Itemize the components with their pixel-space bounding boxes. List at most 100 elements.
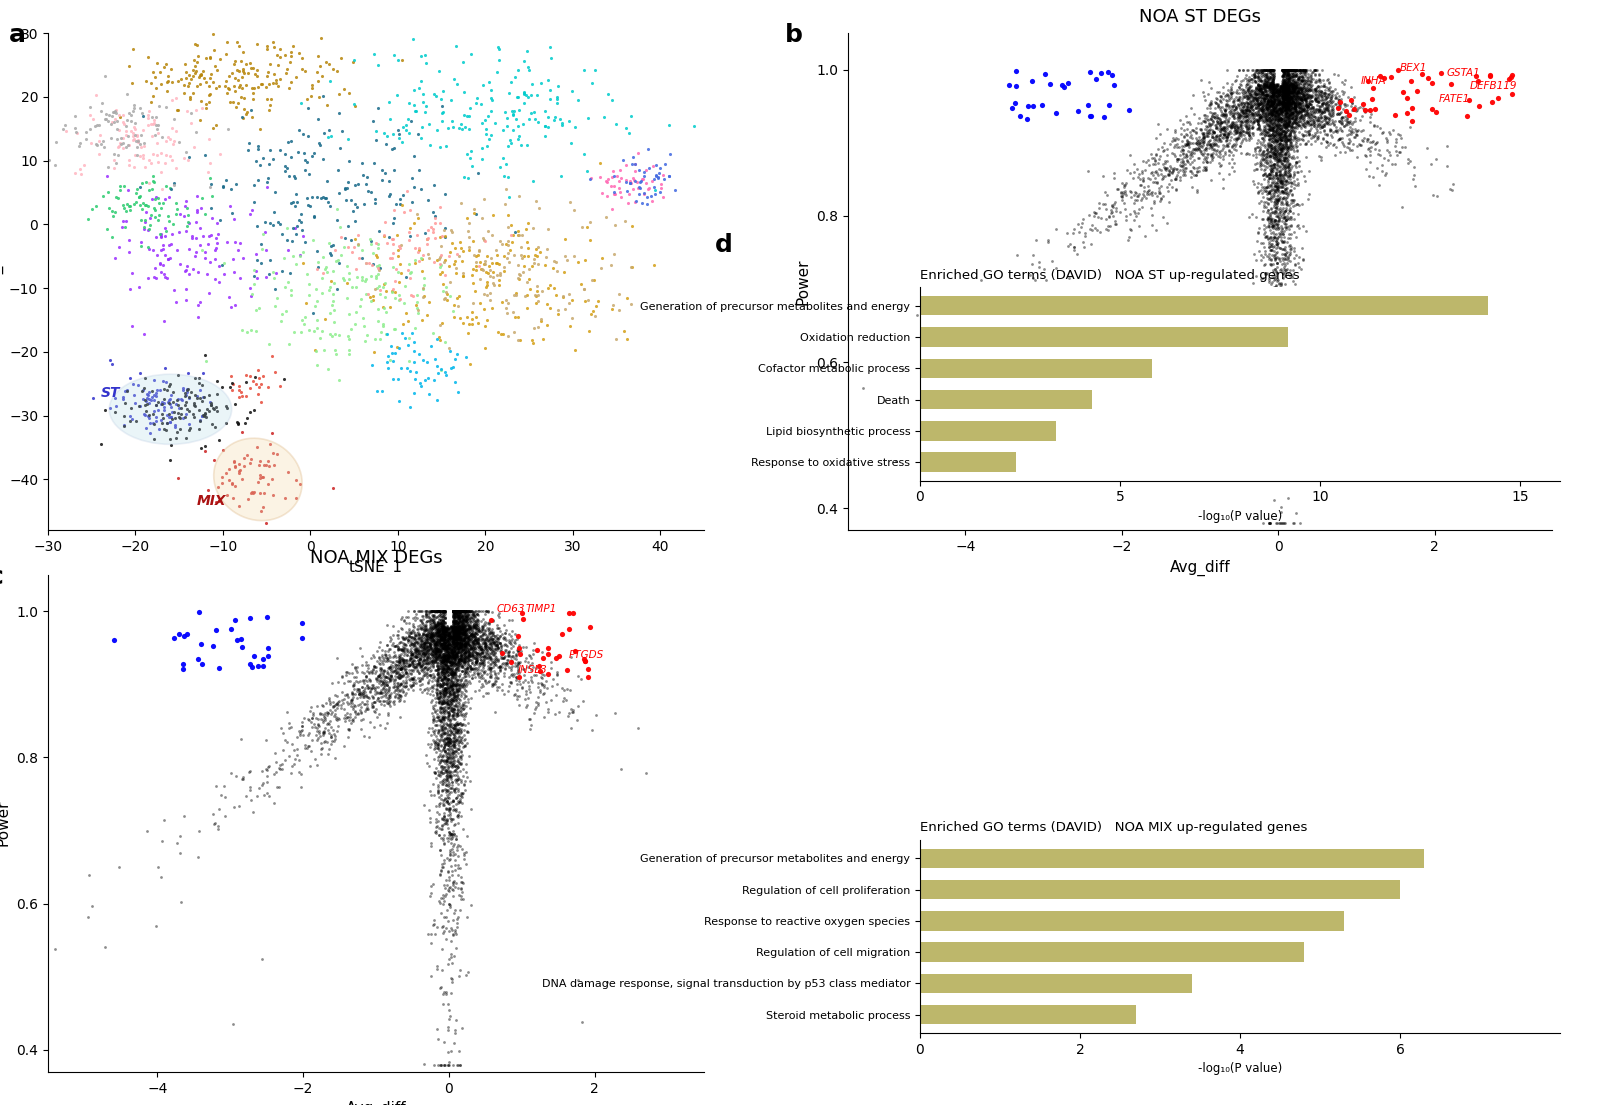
Point xyxy=(1275,175,1301,192)
Point xyxy=(1251,61,1277,78)
Point xyxy=(1221,106,1246,124)
Point xyxy=(1277,181,1302,199)
Point xyxy=(434,768,459,786)
Point xyxy=(422,638,448,655)
Point xyxy=(1222,118,1248,136)
Point xyxy=(376,172,402,190)
Point xyxy=(1261,124,1286,141)
Point xyxy=(438,630,464,648)
Point xyxy=(446,636,472,654)
Point xyxy=(445,624,470,642)
Point xyxy=(445,625,470,643)
Point xyxy=(414,680,440,697)
Point xyxy=(294,98,320,116)
Point xyxy=(1301,80,1326,97)
Point xyxy=(237,206,262,223)
Point xyxy=(1434,388,1459,406)
Point xyxy=(450,650,475,667)
Point xyxy=(429,725,454,743)
Point xyxy=(422,652,448,670)
Point xyxy=(426,648,451,665)
Point xyxy=(1259,78,1285,96)
Point xyxy=(374,676,400,694)
Point xyxy=(274,231,299,249)
Point xyxy=(1170,141,1195,159)
Point xyxy=(1264,131,1290,149)
Point xyxy=(419,634,445,652)
Point xyxy=(434,751,459,769)
Point xyxy=(254,241,280,259)
Point xyxy=(1278,75,1304,93)
Point xyxy=(304,292,330,309)
Point xyxy=(1280,83,1306,101)
Point xyxy=(1184,162,1210,180)
Point xyxy=(1277,358,1302,376)
Point xyxy=(1298,76,1323,94)
Point xyxy=(374,714,400,732)
Point xyxy=(418,338,443,356)
Point xyxy=(446,727,472,745)
Point xyxy=(110,139,136,157)
Point xyxy=(438,656,464,674)
Point xyxy=(386,370,411,388)
Point xyxy=(430,855,456,873)
Point xyxy=(1258,109,1283,127)
Point xyxy=(445,814,470,832)
Point xyxy=(1256,209,1282,227)
Point xyxy=(1270,98,1296,116)
Point xyxy=(435,285,461,303)
Point xyxy=(430,683,456,701)
Point xyxy=(427,693,453,711)
Point xyxy=(1275,91,1301,108)
Point xyxy=(1251,311,1277,328)
Point xyxy=(462,632,488,650)
Point xyxy=(1352,146,1378,164)
Point xyxy=(1210,119,1235,137)
Point xyxy=(440,822,466,840)
Point xyxy=(1253,319,1278,337)
Point xyxy=(426,660,451,677)
Point xyxy=(1269,128,1294,146)
Point xyxy=(1219,137,1245,155)
Point xyxy=(1251,74,1277,92)
Point xyxy=(1270,112,1296,129)
Point xyxy=(443,665,469,683)
Point xyxy=(1259,138,1285,156)
Point xyxy=(378,686,403,704)
Point xyxy=(1309,117,1334,135)
Point xyxy=(1261,101,1286,118)
Point xyxy=(1285,80,1310,97)
Point xyxy=(418,640,443,657)
Point xyxy=(440,1055,466,1073)
Point xyxy=(458,638,483,655)
Point xyxy=(1277,61,1302,78)
Point xyxy=(414,654,440,672)
Point xyxy=(210,441,235,459)
Point xyxy=(430,659,456,676)
Point xyxy=(461,635,486,653)
Point xyxy=(443,1011,469,1029)
Point xyxy=(390,653,416,671)
Point xyxy=(1267,80,1293,97)
Point xyxy=(104,154,130,171)
Point xyxy=(334,217,360,234)
Point xyxy=(1290,77,1315,95)
Point xyxy=(389,197,414,214)
Point xyxy=(432,628,458,645)
Point xyxy=(462,653,488,671)
Point xyxy=(261,765,286,782)
Point xyxy=(443,629,469,646)
Point xyxy=(1226,88,1251,106)
Point xyxy=(422,630,448,648)
Point xyxy=(1323,98,1349,116)
Point xyxy=(1334,138,1360,156)
Point xyxy=(1245,67,1270,85)
Point xyxy=(1294,97,1320,115)
Point xyxy=(504,669,530,686)
Point xyxy=(475,665,501,683)
Point xyxy=(1269,137,1294,155)
Point xyxy=(450,639,475,656)
Point xyxy=(1242,84,1267,102)
Point xyxy=(427,659,453,676)
Point xyxy=(435,666,461,684)
